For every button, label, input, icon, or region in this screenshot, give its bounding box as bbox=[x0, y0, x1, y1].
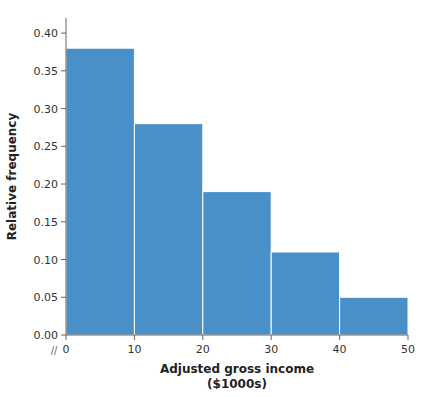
x-tick-label: 0 bbox=[63, 343, 70, 356]
y-tick-label: 0.00 bbox=[34, 329, 59, 342]
x-tick-label: 10 bbox=[127, 343, 141, 356]
y-tick bbox=[61, 297, 66, 298]
y-tick-label: 0.10 bbox=[34, 254, 59, 267]
bar bbox=[134, 124, 202, 335]
x-tick bbox=[66, 335, 67, 340]
x-tick-label: 20 bbox=[196, 343, 210, 356]
x-tick bbox=[134, 335, 135, 340]
x-tick-label: 50 bbox=[401, 343, 415, 356]
y-tick bbox=[61, 33, 66, 34]
y-tick bbox=[61, 221, 66, 222]
y-tick bbox=[61, 108, 66, 109]
y-tick-label: 0.35 bbox=[34, 65, 59, 78]
chart: 0 10 20 30 40 50 0.00 0.05 0.10 0.15 0.20 0.25 0.30 0… bbox=[0, 0, 430, 397]
y-tick bbox=[61, 335, 66, 336]
y-tick-label: 0.30 bbox=[34, 103, 59, 116]
y-tick bbox=[61, 70, 66, 71]
x-tick-label: 30 bbox=[264, 343, 278, 356]
bars bbox=[66, 48, 408, 335]
y-tick bbox=[61, 259, 66, 260]
bar bbox=[271, 252, 339, 335]
x-tick bbox=[271, 335, 272, 340]
y-tick-label: 0.05 bbox=[34, 291, 59, 304]
x-axis-line bbox=[66, 335, 408, 336]
x-tick bbox=[202, 335, 203, 340]
y-axis-line bbox=[66, 18, 67, 335]
bar bbox=[66, 48, 134, 335]
x-tick-label: 40 bbox=[333, 343, 347, 356]
y-tick-label: 0.15 bbox=[34, 216, 59, 229]
x-tick bbox=[408, 335, 409, 340]
x-axis-label-line: ($1000s) bbox=[207, 377, 267, 391]
y-tick-label: 0.20 bbox=[34, 178, 59, 191]
annotation: // bbox=[51, 345, 58, 356]
bar bbox=[340, 297, 408, 335]
y-tick-label: 0.25 bbox=[34, 140, 59, 153]
y-tick bbox=[61, 146, 66, 147]
x-tick bbox=[339, 335, 340, 340]
axes: 0 10 20 30 40 50 0.00 0.05 0.10 0.15 0.20 0.25 0.30 0… bbox=[34, 18, 416, 356]
y-tick-label: 0.40 bbox=[34, 27, 59, 40]
x-axis-label: Adjusted gross income($1000s) bbox=[160, 362, 314, 391]
y-axis-label: Relative frequency bbox=[5, 113, 19, 241]
x-axis-label-line: Adjusted gross income bbox=[160, 362, 314, 376]
y-tick bbox=[61, 184, 66, 185]
bar bbox=[203, 192, 271, 335]
